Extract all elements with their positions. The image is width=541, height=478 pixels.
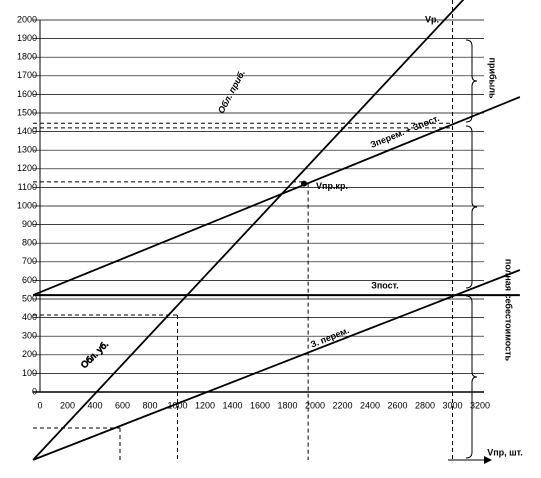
x-tick-label: 1400: [222, 400, 242, 410]
x-tick-label: 2400: [360, 400, 380, 410]
cost-brace: [465, 125, 478, 289]
x-tick-label: 3000: [442, 400, 462, 410]
series-label: Vр.: [425, 14, 439, 24]
y-tick-label: 1200: [17, 163, 37, 173]
y-tick-label: 600: [22, 275, 37, 285]
y-tick-label: 2000: [17, 14, 37, 24]
series-label: Зпост.: [371, 280, 399, 290]
y-tick-label: 1300: [17, 145, 37, 155]
annotation: Обл. приб.: [216, 68, 247, 115]
y-tick-label: 1700: [17, 70, 37, 80]
annotation: прибыль: [488, 58, 498, 99]
x-tick-label: 800: [142, 400, 157, 410]
annotation: Vпр, шт.: [487, 447, 523, 457]
profit-brace: [465, 39, 478, 123]
break-even-point: [301, 180, 307, 187]
series-line: [32, 0, 465, 461]
x-tick-label: 2800: [415, 400, 435, 410]
x-arrowhead: [484, 456, 492, 464]
x-tick-label: 1600: [250, 400, 270, 410]
x-tick-label: 2000: [305, 400, 325, 410]
x-tick-label: 0: [37, 400, 42, 410]
y-tick-label: 1100: [18, 182, 37, 192]
y-tick-label: 900: [22, 219, 37, 229]
y-tick-label: 1500: [17, 107, 37, 117]
y-tick-label: 1000: [17, 200, 37, 210]
annotation: полная себестоимость: [504, 259, 514, 362]
y-tick-label: 700: [22, 256, 37, 266]
y-tick-label: 300: [22, 331, 37, 341]
x-tick-label: 1200: [195, 400, 215, 410]
x-tick-label: 2200: [332, 400, 352, 410]
series-label: З. перем.: [309, 325, 350, 349]
series-line: [32, 269, 521, 461]
x-tick-label: 1000: [167, 400, 187, 410]
y-tick-label: 800: [22, 238, 37, 248]
y-tick-label: 500: [22, 293, 37, 303]
y-tick-label: 1600: [17, 89, 37, 99]
break-even-label: Vпр.кр.: [316, 181, 348, 191]
y-tick-label: 1900: [17, 33, 37, 43]
y-tick-label: 1800: [17, 52, 37, 62]
x-tick-label: 200: [60, 400, 75, 410]
x-tick-label: 1800: [277, 400, 297, 410]
y-tick-label: 200: [22, 349, 37, 359]
x-tick-label: 400: [87, 400, 102, 410]
x-tick-label: 600: [115, 400, 130, 410]
x-tick-label: 3200: [470, 400, 490, 410]
x-tick-label: 2600: [387, 400, 407, 410]
y-tick-label: 400: [22, 312, 37, 322]
y-tick-label: 100: [22, 368, 37, 378]
series-line: [32, 96, 521, 296]
y-tick-label: 1400: [17, 126, 37, 136]
cost-brace-lower: [465, 295, 478, 459]
